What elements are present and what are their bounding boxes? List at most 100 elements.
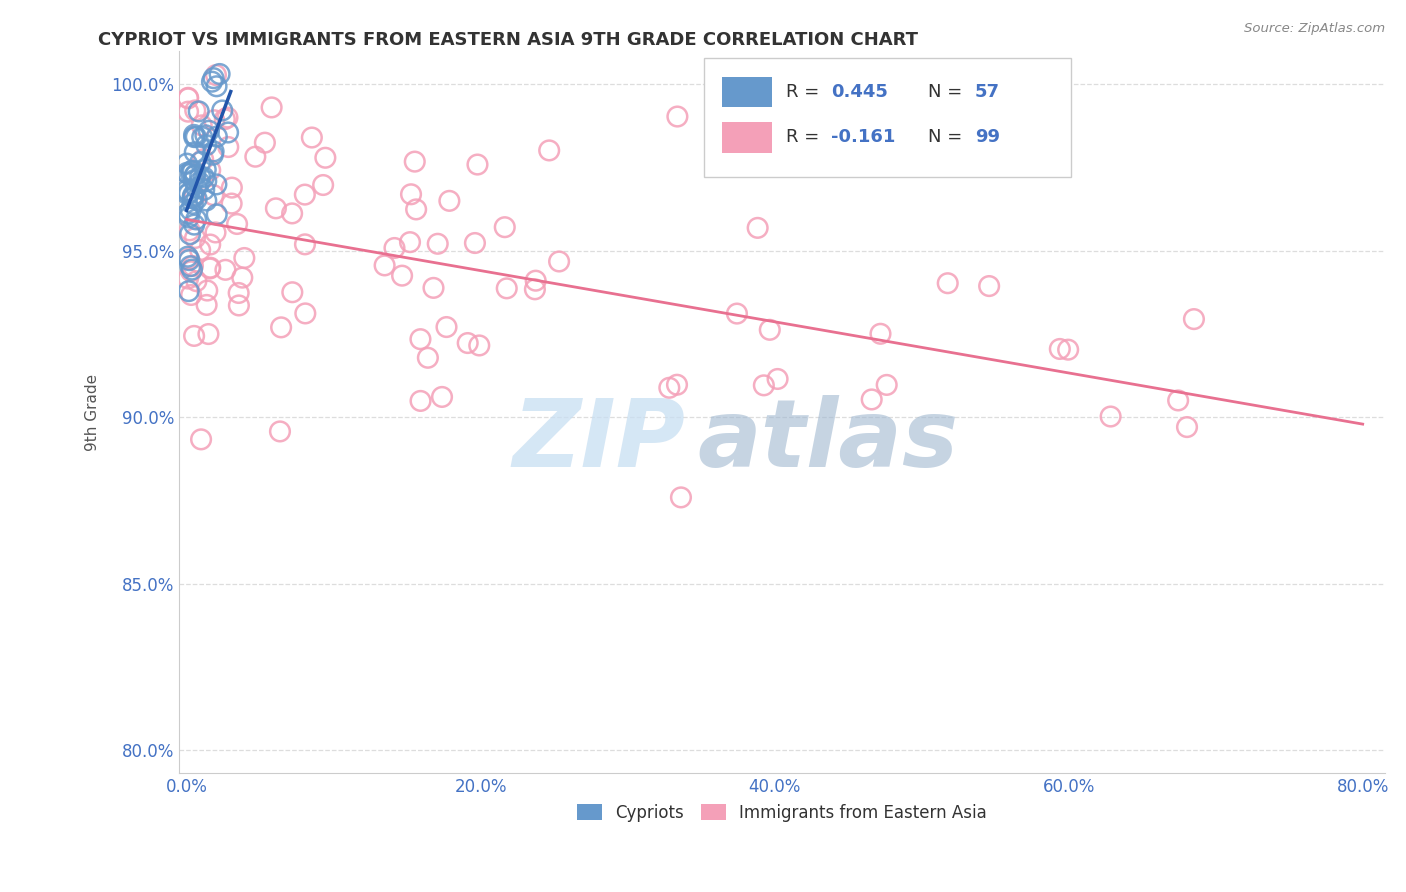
Point [269, 425, 291, 439]
Point [180, 288, 202, 302]
Text: 0.445: 0.445 [831, 83, 889, 101]
Point [374, 259, 396, 273]
Point [180, 202, 202, 217]
Point [766, 372, 789, 386]
Point [294, 306, 316, 320]
Point [260, 100, 283, 114]
Point [936, 277, 959, 291]
Point [752, 378, 775, 392]
Point [979, 279, 1001, 293]
Point [186, 181, 208, 195]
Point [193, 183, 215, 197]
Point [186, 274, 208, 288]
Point [409, 393, 432, 408]
Point [270, 320, 292, 334]
Point [405, 202, 427, 217]
Point [409, 332, 432, 346]
Point [228, 298, 250, 312]
Point [183, 130, 205, 145]
Point [177, 186, 200, 201]
Point [439, 194, 461, 208]
Point [436, 320, 458, 334]
Point [217, 111, 239, 125]
Point [177, 167, 200, 181]
Point [183, 218, 205, 232]
Point [181, 191, 204, 205]
Point [1182, 312, 1205, 326]
Point [217, 140, 239, 154]
Point [494, 220, 516, 235]
Point [193, 170, 215, 185]
FancyBboxPatch shape [721, 122, 772, 153]
Point [205, 207, 228, 221]
Point [747, 220, 769, 235]
Point [179, 223, 201, 237]
Point [214, 112, 236, 127]
Point [233, 251, 256, 265]
Text: atlas: atlas [697, 395, 959, 487]
Point [281, 285, 304, 300]
Text: 99: 99 [974, 128, 1000, 146]
Point [184, 145, 207, 160]
Point [194, 162, 217, 177]
Point [202, 145, 225, 159]
Point [179, 259, 201, 273]
Point [180, 167, 202, 181]
Point [181, 262, 204, 277]
Point [205, 68, 228, 82]
Point [301, 130, 323, 145]
Point [666, 110, 689, 124]
Point [399, 235, 422, 249]
Point [523, 282, 546, 296]
Point [179, 253, 201, 268]
Point [202, 71, 225, 86]
Point [426, 236, 449, 251]
Point [226, 217, 249, 231]
Point [176, 183, 198, 197]
Point [187, 104, 209, 119]
Point [1057, 343, 1080, 357]
Point [658, 381, 681, 395]
Point [179, 227, 201, 242]
Point [195, 298, 218, 312]
Point [422, 281, 444, 295]
Point [876, 378, 898, 392]
Point [177, 91, 200, 105]
Point [1175, 420, 1198, 434]
Point [177, 91, 200, 105]
Point [205, 79, 228, 94]
Point [221, 196, 243, 211]
Point [294, 237, 316, 252]
Point [725, 307, 748, 321]
Point [181, 196, 204, 211]
Point [190, 155, 212, 169]
Point [195, 174, 218, 188]
Point [200, 163, 222, 178]
Point [195, 138, 218, 153]
Point [183, 128, 205, 142]
Point [253, 136, 276, 150]
Point [176, 187, 198, 202]
Point [457, 336, 479, 351]
Point [180, 164, 202, 178]
Point [245, 150, 267, 164]
Point [205, 178, 228, 192]
Y-axis label: 9th Grade: 9th Grade [86, 374, 100, 450]
Point [430, 390, 453, 404]
Point [186, 192, 208, 206]
Point [200, 260, 222, 275]
Point [190, 119, 212, 133]
Point [194, 128, 217, 143]
Text: N =: N = [928, 83, 967, 101]
Point [524, 274, 547, 288]
Point [202, 188, 225, 202]
Point [860, 392, 883, 407]
Point [181, 259, 204, 273]
Point [176, 166, 198, 180]
Point [188, 175, 211, 189]
Point [1049, 342, 1071, 356]
FancyBboxPatch shape [703, 58, 1071, 178]
Point [183, 329, 205, 343]
Text: R =: R = [786, 83, 825, 101]
Point [195, 194, 218, 208]
